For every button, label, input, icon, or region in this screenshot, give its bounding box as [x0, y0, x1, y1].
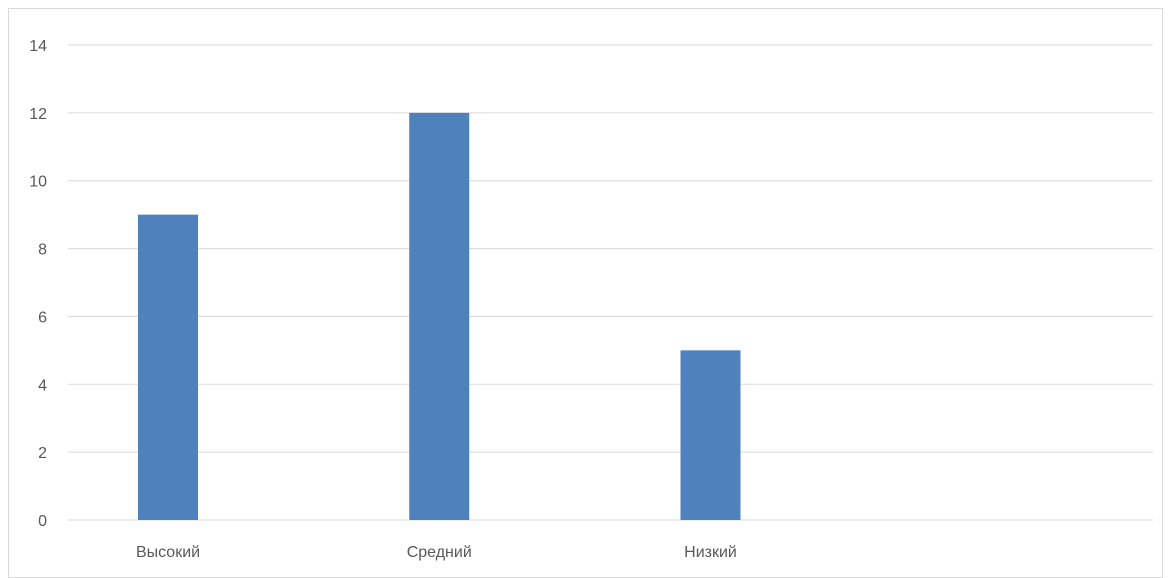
bar-1 [138, 214, 198, 520]
x-tick-label: Высокий [136, 544, 200, 561]
y-tick-label: 4 [38, 377, 47, 394]
bar-2 [409, 112, 470, 520]
y-tick-label: 0 [38, 513, 47, 530]
y-tick-label: 12 [29, 106, 47, 123]
chart-frame [8, 8, 1163, 578]
y-tick-label: 10 [29, 174, 47, 191]
y-tick-label: 2 [38, 445, 47, 462]
x-tick-label: Низкий [684, 544, 737, 561]
y-tick-label: 14 [29, 38, 47, 55]
x-tick-label: Средний [407, 544, 472, 561]
bar-3 [680, 350, 741, 520]
y-tick-label: 6 [38, 309, 47, 326]
y-tick-label: 8 [38, 242, 47, 259]
